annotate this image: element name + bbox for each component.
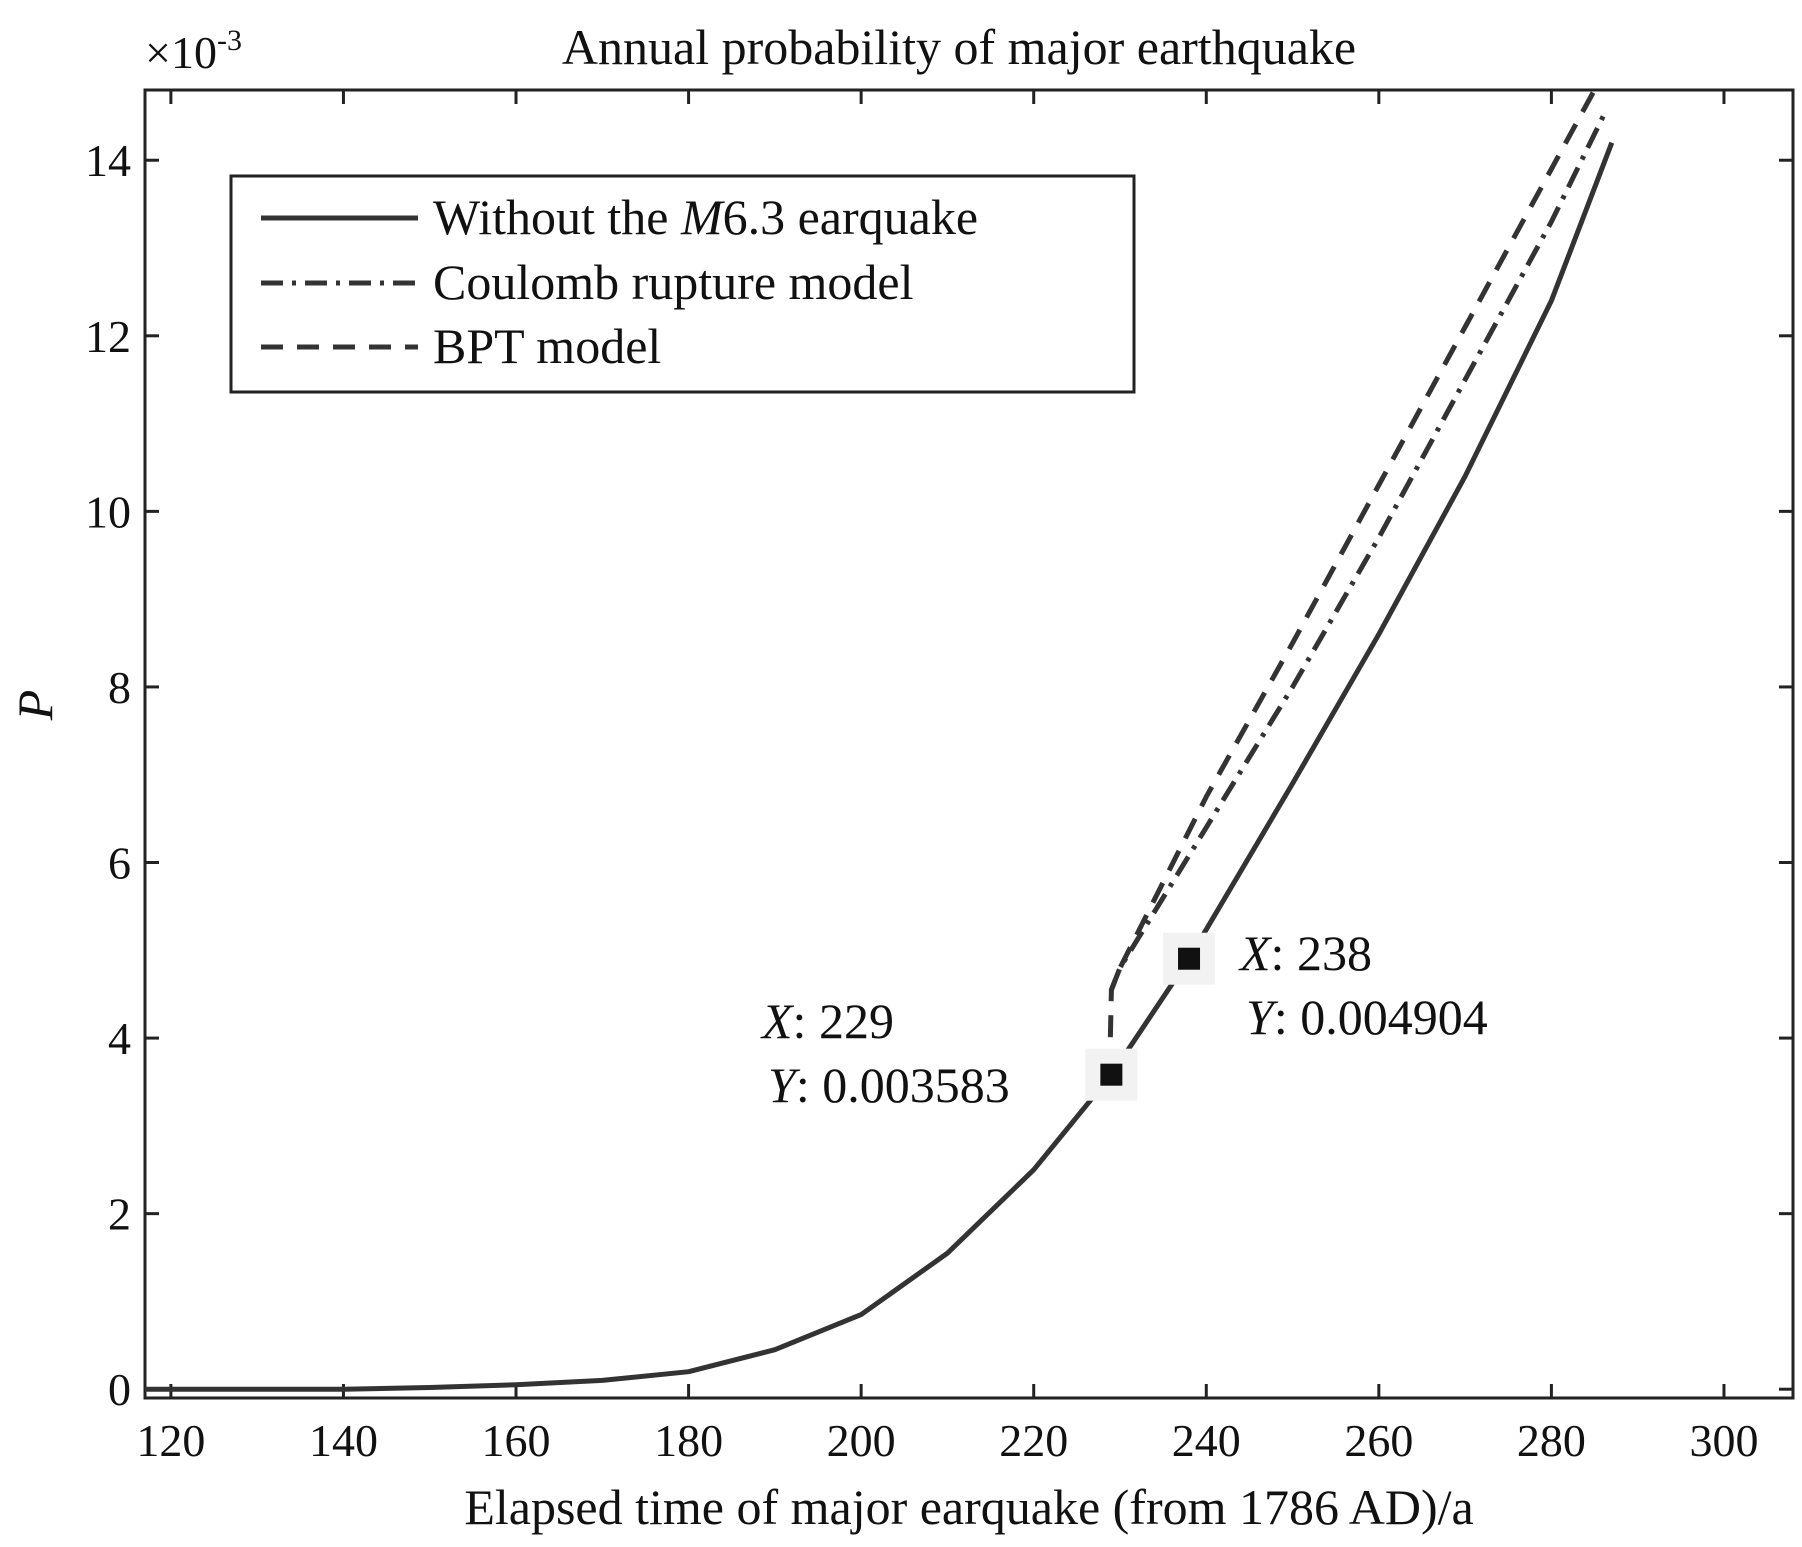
x-tick-label: 200 bbox=[827, 1415, 896, 1466]
annotations-group: X: 229 Y: 0.003583 X: 238 Y: 0.004904 bbox=[760, 925, 1488, 1113]
datatip-marker bbox=[1178, 947, 1201, 970]
y-tick-label: 4 bbox=[108, 1013, 131, 1064]
x-tick-label: 260 bbox=[1344, 1415, 1413, 1466]
y-tick-label: 14 bbox=[85, 135, 131, 186]
series-line-dashdot bbox=[1109, 115, 1606, 991]
legend-label-without-m63: Without the M6.3 earquake bbox=[433, 189, 978, 245]
x-tick-label: 300 bbox=[1689, 1415, 1758, 1466]
datatip-marker bbox=[1100, 1063, 1123, 1086]
y-axis-multiplier: ×10-3 bbox=[145, 24, 242, 78]
datatip-x-label: X: 238 bbox=[1238, 925, 1372, 981]
y-tick-label: 6 bbox=[108, 838, 131, 889]
x-axis-ticks bbox=[169, 90, 1726, 1398]
y-axis-title: P bbox=[7, 690, 63, 722]
plot-frame bbox=[143, 88, 1795, 1400]
legend: Without the M6.3 earquake Coulomb ruptur… bbox=[229, 174, 1136, 394]
x-axis-title: Elapsed time of major earquake (from 178… bbox=[464, 1479, 1473, 1535]
series-group bbox=[145, 88, 1615, 1392]
datatip-x-label: X: 229 bbox=[760, 993, 894, 1049]
chart-title: Annual probability of major earthquake bbox=[562, 19, 1356, 75]
series-line-solid bbox=[145, 141, 1615, 1392]
x-axis-tick-labels: 120 140 160 180 200 220 240 260 280 300 bbox=[136, 1415, 1758, 1466]
x-tick-label: 220 bbox=[999, 1415, 1068, 1466]
datatip-y-label: Y: 0.003583 bbox=[768, 1057, 1010, 1113]
legend-label-coulomb: Coulomb rupture model bbox=[433, 254, 914, 310]
x-tick-label: 240 bbox=[1172, 1415, 1241, 1466]
y-tick-label: 2 bbox=[108, 1189, 131, 1240]
y-axis-tick-labels: 0 2 4 6 8 10 12 14 bbox=[85, 135, 131, 1415]
y-tick-label: 0 bbox=[108, 1364, 131, 1415]
y-tick-label: 12 bbox=[85, 311, 131, 362]
x-tick-label: 120 bbox=[136, 1415, 205, 1466]
datatip-y-label: Y: 0.004904 bbox=[1246, 989, 1488, 1045]
x-tick-label: 280 bbox=[1517, 1415, 1586, 1466]
y-tick-label: 8 bbox=[108, 662, 131, 713]
legend-label-bpt: BPT model bbox=[433, 318, 661, 374]
x-tick-label: 180 bbox=[654, 1415, 723, 1466]
x-tick-label: 160 bbox=[482, 1415, 551, 1466]
y-tick-label: 10 bbox=[85, 486, 131, 537]
x-tick-label: 140 bbox=[309, 1415, 378, 1466]
